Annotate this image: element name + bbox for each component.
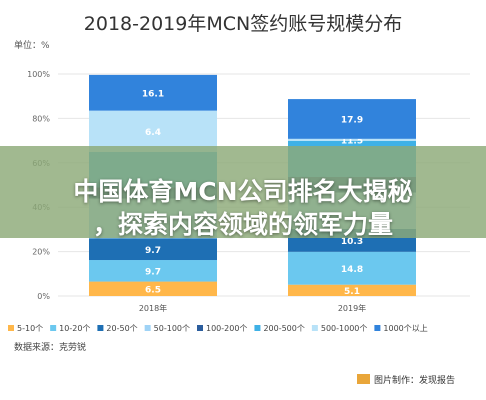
bar-segment (288, 138, 416, 141)
bar-segment (89, 238, 217, 261)
bar-segment (288, 284, 416, 296)
x-tick-label: 2019年 (338, 303, 366, 313)
brand-logo-icon (357, 374, 370, 384)
x-tick-label: 2018年 (139, 303, 167, 313)
legend-swatch (97, 325, 104, 331)
legend-swatch (374, 325, 381, 331)
legend-swatch (311, 325, 318, 331)
legend-label: 10-20个 (59, 324, 90, 333)
data-label: 14.8 (341, 265, 363, 275)
legend-swatch (144, 325, 151, 331)
y-tick-label: 0% (37, 292, 50, 301)
legend-label: 200-500个 (263, 324, 304, 333)
legend-label: 1000个以上 (383, 324, 427, 333)
y-tick-label: 100% (27, 70, 50, 79)
data-label: 17.9 (341, 115, 363, 125)
y-tick-label: 20% (32, 248, 50, 257)
bar-segment (89, 281, 217, 296)
source-note: 数据来源：克劳锐 (14, 341, 86, 353)
y-unit-label: 单位：% (14, 39, 50, 51)
brand-label: 图片制作：发现报告 (374, 374, 455, 386)
legend-label: 500-1000个 (321, 324, 368, 333)
legend-label: 5-10个 (17, 324, 43, 333)
legend-swatch (254, 325, 261, 331)
data-label: 11.5 (341, 136, 363, 146)
legend-swatch (50, 325, 57, 331)
bar-segment (288, 251, 416, 285)
overlay-headline-line-2: ，探索内容领域的领军力量 (92, 210, 393, 239)
legend-swatch (197, 325, 203, 331)
bar-segment (89, 74, 217, 111)
y-tick-label: 80% (32, 114, 50, 123)
overlay-headline-line-1: 中国体育MCN公司排名大揭秘 (73, 177, 413, 206)
data-label: 16.1 (142, 89, 164, 99)
overlay-banner (0, 146, 486, 238)
data-label: 10.3 (341, 237, 363, 247)
x-axis-ticks: 2018年 2019年 (139, 303, 366, 313)
legend-label: 100-200个 (206, 324, 247, 333)
data-label: 6.5 (145, 285, 161, 295)
legend-swatch (8, 325, 14, 331)
legend: 5-10个 10-20个 20-50个 50-100个 100-200个 200-500个… (8, 324, 428, 333)
bar-segment (288, 99, 416, 139)
data-label: 9.7 (145, 267, 161, 277)
bar-segment (89, 110, 217, 152)
data-label: 6.4 (145, 128, 161, 138)
brand-mark: 图片制作：发现报告 (357, 374, 455, 386)
data-label: 9.7 (145, 246, 161, 256)
data-label: 5.1 (344, 287, 360, 297)
legend-label: 20-50个 (106, 324, 137, 333)
bar-segment (89, 260, 217, 282)
legend-label: 50-100个 (154, 324, 190, 333)
chart-title: 2018-2019年MCN签约账号规模分布 (84, 13, 402, 35)
